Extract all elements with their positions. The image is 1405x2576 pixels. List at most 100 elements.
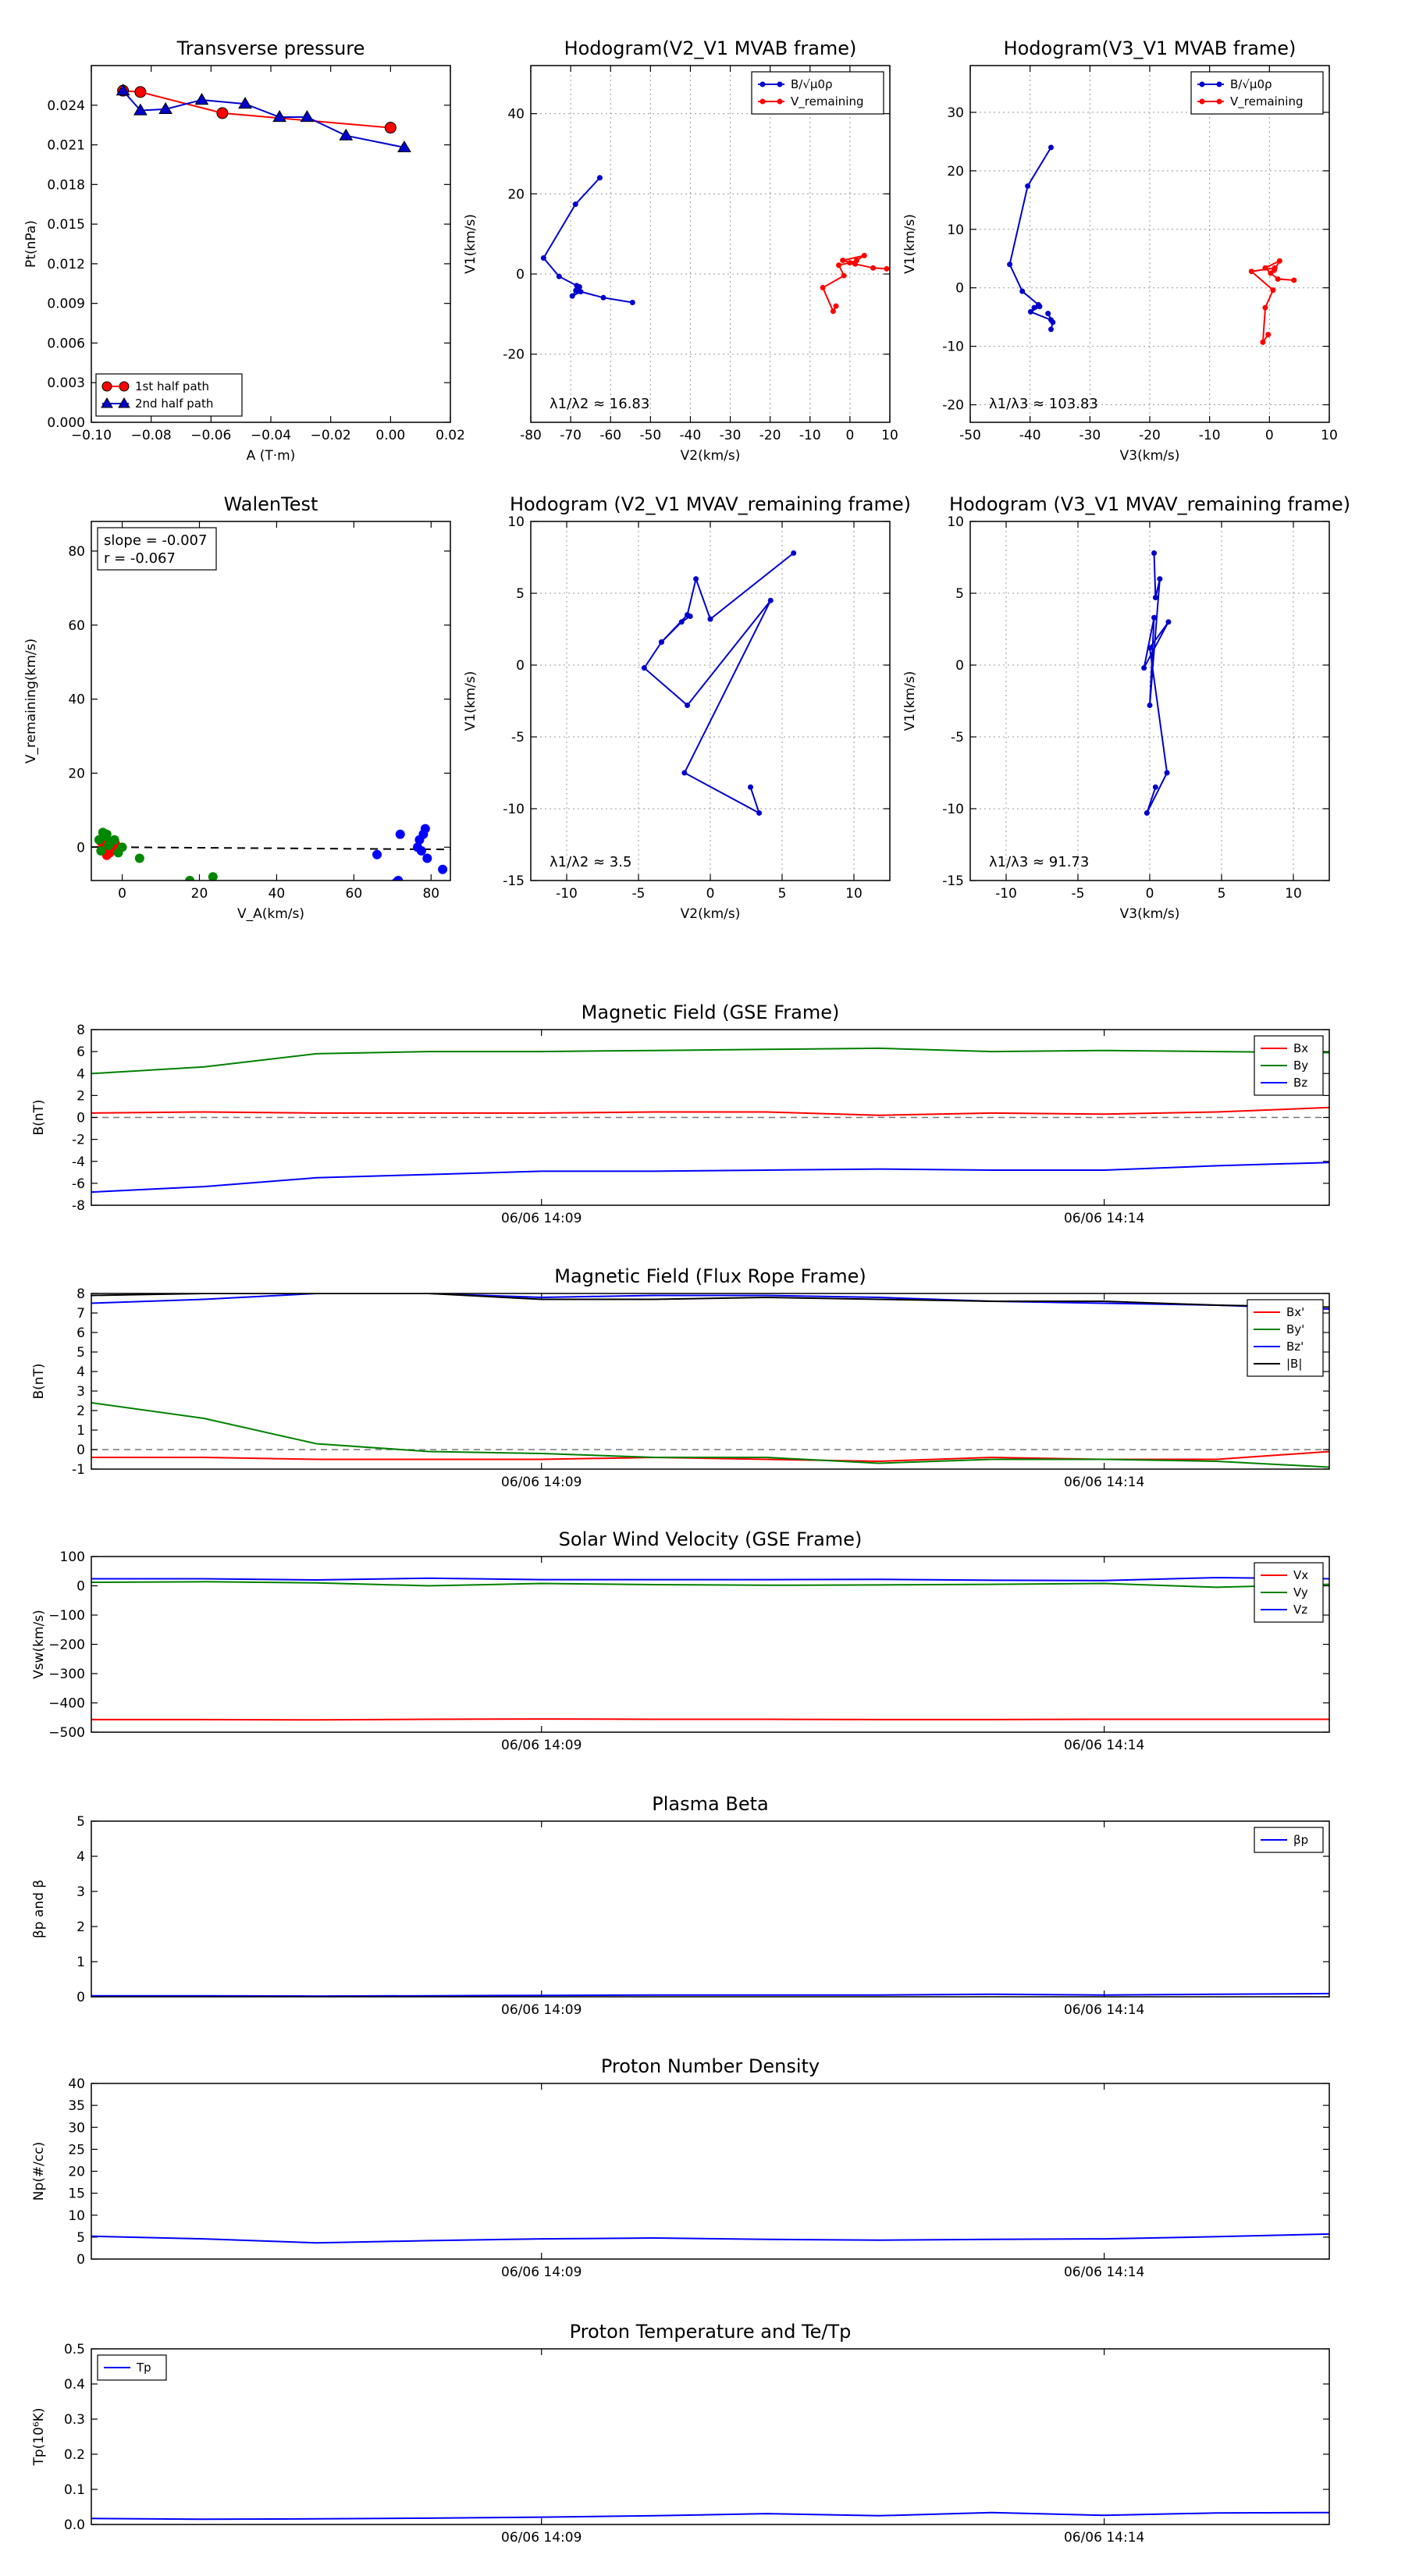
y-tick-label: 10 <box>947 222 964 238</box>
data-point <box>578 289 584 295</box>
legend: B/√μ0ρ V_remaining <box>751 71 884 115</box>
series-line-b-0 <box>1008 147 1054 330</box>
x-tick-label: 5 <box>1218 886 1226 902</box>
x-axis-label: V2(km/s) <box>681 448 741 464</box>
y-axis-label: Tp(10⁶K) <box>31 2407 47 2466</box>
y-tick-label: -6 <box>72 1176 85 1192</box>
x-tick-label: 10 <box>845 886 863 902</box>
legend-box <box>751 71 884 115</box>
y-axis-label: βp and β <box>31 1880 47 1938</box>
data-point <box>1031 304 1037 311</box>
scatter-point <box>105 848 115 858</box>
legend-label: Vz <box>1293 1603 1307 1617</box>
data-point <box>158 101 173 114</box>
legend-marker <box>759 81 766 87</box>
fit-line <box>91 846 450 851</box>
series-line-vz <box>91 1576 1329 1582</box>
legend-box <box>95 373 243 417</box>
data-point <box>833 303 839 309</box>
x-tick-label: 60 <box>346 886 363 902</box>
data-point <box>1260 339 1266 345</box>
y-axis-label: B(nT) <box>31 1099 47 1135</box>
x-tick-label: 06/06 14:14 <box>1064 1211 1144 1226</box>
data-point <box>1270 287 1276 294</box>
chart-title: Proton Temperature and Te/Tp <box>570 2321 852 2343</box>
data-point <box>573 287 579 294</box>
data-point <box>596 175 603 181</box>
x-tick-label: 06/06 14:14 <box>1064 2002 1144 2018</box>
y-tick-label: 35 <box>68 2098 85 2114</box>
data-point <box>194 93 209 105</box>
scatter-point <box>438 864 448 874</box>
y-tick-label: -1 <box>72 1462 85 1478</box>
series-line-by <box>91 1402 1329 1468</box>
legend: Vx Vy Vz <box>1254 1562 1324 1623</box>
data-point <box>1275 276 1281 282</box>
y-tick-label: −400 <box>48 1696 85 1712</box>
y-tick-label: -5 <box>511 730 525 745</box>
chart-title: Hodogram (V2_V1 MVAV_remaining frame) <box>510 493 911 515</box>
y-tick-label: -15 <box>503 873 525 889</box>
plot-frame <box>91 1556 1330 1733</box>
legend-marker <box>101 381 112 392</box>
chart-hodo-rem-v3: Hodogram (V3_V1 MVAV_remaining frame) -10… <box>902 493 1350 922</box>
x-tick-label: 0 <box>118 886 126 902</box>
x-tick-label: -70 <box>560 428 582 443</box>
legend-label: Vx <box>1293 1568 1308 1582</box>
legend-marker <box>777 81 783 87</box>
x-tick-label: 80 <box>422 886 439 902</box>
chart-title: Transverse pressure <box>176 37 365 59</box>
data-point <box>216 107 229 119</box>
data-point <box>830 308 836 315</box>
y-tick-label: 0.021 <box>47 138 85 154</box>
y-tick-label: 0 <box>76 1111 85 1126</box>
series-line-tp <box>91 2511 1329 2521</box>
x-tick-label: 06/06 14:09 <box>501 1211 582 1226</box>
y-tick-label: 0 <box>76 840 85 856</box>
data-point <box>641 665 647 671</box>
chart-transverse: Transverse pressure −0.10 −0.08 −0.06 −0.04 −… <box>23 37 465 464</box>
y-tick-label: 0 <box>955 281 964 297</box>
legend-marker <box>101 397 113 408</box>
chart-hodo-v2v1: Hodogram(V2_V1 MVAB frame) -80 -70 -60 -50 -4… <box>463 37 898 464</box>
y-tick-label: 3 <box>76 1884 85 1900</box>
plot-area <box>91 824 450 881</box>
scatter-point <box>104 840 114 850</box>
x-tick-label: 10 <box>1285 886 1302 902</box>
y-tick-label: 4 <box>76 1849 85 1865</box>
y-axis-label: V1(km/s) <box>463 214 478 274</box>
legend-marker <box>1216 98 1222 105</box>
y-tick-label: -2 <box>72 1133 85 1148</box>
data-point <box>1037 304 1043 310</box>
x-tick-label: -60 <box>599 428 621 443</box>
legend-label: V_remaining <box>1230 94 1304 109</box>
legend-marker <box>1216 81 1222 87</box>
data-point <box>748 784 754 790</box>
legend: Bx' By' Bz' |B| <box>1247 1299 1324 1377</box>
legend: Tp <box>97 2354 167 2381</box>
plot-frame <box>530 65 891 423</box>
x-tick-label: 10 <box>1321 428 1338 443</box>
chart-mag-fr: Magnetic Field (Flux Rope Frame) 06/06 14… <box>31 1265 1330 1490</box>
legend: 1st half path 2nd half path <box>95 373 243 417</box>
plot-area <box>540 175 890 315</box>
data-point <box>1045 311 1051 317</box>
y-tick-label: 2 <box>76 1404 85 1419</box>
y-tick-label: 0 <box>76 1443 85 1458</box>
y-tick-label: −100 <box>48 1608 85 1624</box>
series-line-bz <box>91 1162 1329 1194</box>
plot-area <box>116 84 411 153</box>
scatter-point <box>416 846 426 856</box>
x-tick-label: -10 <box>556 886 578 902</box>
data-point <box>384 122 397 134</box>
legend-label: Bx' <box>1286 1305 1304 1319</box>
series-line-series-1 <box>660 615 691 643</box>
x-tick-label: 0 <box>1146 886 1154 902</box>
data-point <box>1144 810 1150 817</box>
data-point <box>847 260 853 266</box>
eigenvalue-ratio-annotation: λ1/λ2 ≈ 3.5 <box>550 854 631 870</box>
data-point <box>600 294 606 301</box>
y-tick-label: -5 <box>951 730 964 745</box>
eigenvalue-ratio-annotation: λ1/λ3 ≈ 103.83 <box>989 396 1098 412</box>
y-tick-label: 0.4 <box>64 2377 85 2393</box>
